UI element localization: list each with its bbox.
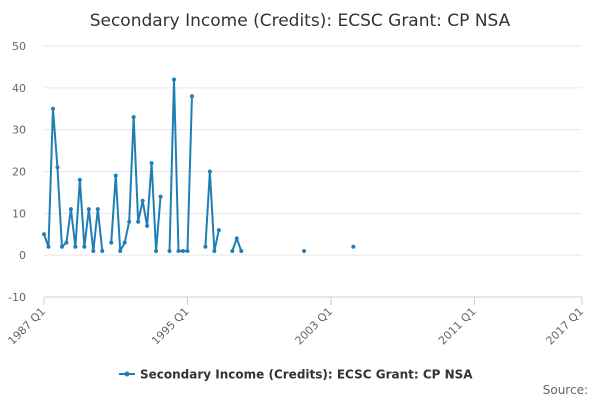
data-point[interactable] — [42, 232, 46, 237]
y-tick-label: 10 — [12, 207, 26, 220]
x-tick-label: 2017 Q1 — [544, 305, 587, 348]
data-point[interactable] — [73, 244, 78, 249]
data-point[interactable] — [127, 219, 132, 224]
gridlines — [44, 45, 582, 298]
data-point[interactable] — [234, 236, 239, 241]
data-point[interactable] — [351, 244, 356, 249]
legend-label: Secondary Income (Credits): ECSC Grant: … — [140, 368, 473, 382]
y-tick-label: 0 — [19, 249, 26, 262]
data-point[interactable] — [86, 207, 91, 212]
legend[interactable]: Secondary Income (Credits): ECSC Grant: … — [119, 368, 473, 382]
data-point[interactable] — [203, 244, 208, 249]
x-axis: 1987 Q1 1995 Q1 2003 Q1 2011 Q1 2017 Q1 — [6, 296, 587, 348]
data-point[interactable] — [100, 248, 105, 253]
data-point[interactable] — [172, 77, 177, 82]
data-point[interactable] — [122, 240, 127, 245]
data-point[interactable] — [77, 177, 82, 182]
x-tick-label: 1995 Q1 — [149, 305, 192, 348]
data-point[interactable] — [302, 248, 307, 253]
x-tick-label: 1987 Q1 — [6, 305, 49, 348]
data-point[interactable] — [64, 240, 69, 245]
y-tick-label: -10 — [8, 291, 26, 304]
series-line-segment — [43, 107, 104, 252]
data-point[interactable] — [118, 248, 123, 253]
series-line-segment — [204, 170, 220, 252]
data-point[interactable] — [50, 106, 55, 111]
data-point[interactable] — [136, 219, 141, 224]
series-line-segment — [110, 116, 162, 252]
data-point[interactable] — [230, 248, 235, 253]
data-point[interactable] — [109, 240, 114, 245]
data-point[interactable] — [46, 244, 51, 249]
source-label: Source: — [543, 383, 588, 397]
data-point[interactable] — [180, 248, 185, 253]
data-point[interactable] — [140, 198, 145, 203]
data-point[interactable] — [131, 115, 136, 120]
data-point[interactable] — [158, 194, 163, 199]
data-point[interactable] — [239, 248, 244, 253]
chart-title: Secondary Income (Credits): ECSC Grant: … — [90, 11, 511, 31]
y-axis-tick-labels: -10 0 10 20 30 40 50 — [8, 40, 26, 304]
series — [42, 77, 356, 253]
y-tick-label: 30 — [12, 124, 26, 137]
x-tick-label: 2003 Q1 — [293, 305, 336, 348]
data-point[interactable] — [216, 228, 221, 233]
data-point[interactable] — [91, 248, 96, 253]
data-point[interactable] — [82, 244, 87, 249]
data-point[interactable] — [154, 248, 159, 253]
data-point[interactable] — [149, 161, 154, 166]
series-layer — [42, 77, 356, 253]
data-point[interactable] — [185, 248, 190, 253]
x-tick-label: 2011 Q1 — [436, 305, 479, 348]
data-point[interactable] — [189, 94, 194, 99]
data-point[interactable] — [55, 165, 60, 170]
series-line-segment — [168, 78, 193, 252]
data-point[interactable] — [113, 173, 118, 178]
data-point[interactable] — [145, 223, 150, 228]
data-point[interactable] — [207, 169, 212, 174]
y-tick-label: 50 — [12, 40, 26, 53]
data-point[interactable] — [95, 207, 100, 212]
legend-marker-swatch — [124, 371, 130, 377]
data-point[interactable] — [176, 248, 181, 253]
y-tick-label: 20 — [12, 166, 26, 179]
data-point[interactable] — [68, 207, 73, 212]
y-tick-label: 40 — [12, 82, 26, 95]
data-point[interactable] — [212, 248, 217, 253]
data-point[interactable] — [59, 244, 64, 249]
data-point[interactable] — [167, 248, 172, 253]
